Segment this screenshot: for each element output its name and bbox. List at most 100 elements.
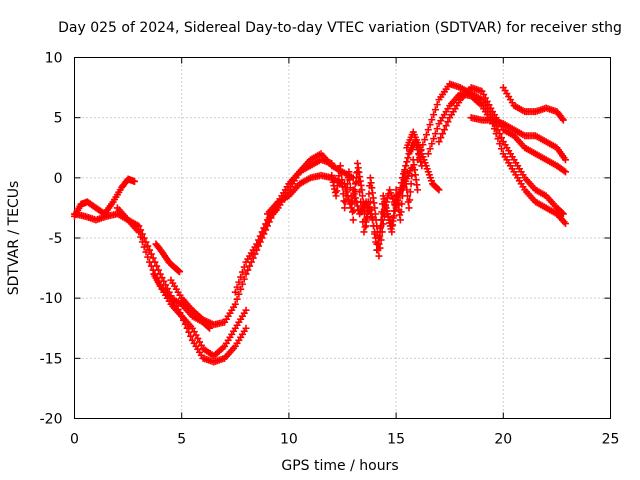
- x-tick-label: 10: [280, 432, 298, 448]
- data-point: [437, 134, 445, 142]
- data-point: [414, 156, 422, 164]
- data-point: [360, 228, 368, 236]
- data-point: [231, 300, 239, 308]
- data-point: [176, 268, 184, 276]
- x-tick-label: 0: [70, 432, 79, 448]
- data-point: [131, 177, 139, 185]
- data-point: [244, 266, 252, 274]
- data-series: [467, 114, 569, 164]
- data-point: [414, 186, 422, 194]
- data-point: [362, 218, 370, 226]
- chart-title: Day 025 of 2024, Sidereal Day-to-day VTE…: [58, 20, 622, 36]
- data-point: [561, 220, 569, 228]
- data-series: [435, 84, 569, 176]
- data-point: [187, 332, 195, 340]
- data-point: [434, 185, 442, 193]
- data-point: [559, 116, 567, 124]
- data-point: [439, 130, 447, 138]
- data-point: [147, 250, 155, 258]
- data-point: [233, 283, 241, 291]
- data-point: [361, 223, 369, 231]
- data-point: [338, 176, 346, 184]
- data-point: [433, 101, 441, 109]
- data-point: [137, 233, 145, 241]
- data-point: [405, 204, 413, 212]
- data-point: [255, 236, 263, 244]
- data-point: [397, 208, 405, 216]
- y-tick-label: 10: [45, 51, 63, 67]
- data-point: [240, 263, 248, 271]
- x-tick-label: 5: [177, 432, 186, 448]
- data-point: [391, 207, 399, 215]
- data-point: [444, 118, 452, 126]
- data-point: [422, 131, 430, 139]
- data-point: [262, 220, 270, 228]
- data-point: [435, 138, 443, 146]
- data-point: [404, 154, 412, 162]
- data-point: [404, 192, 412, 200]
- y-tick-label: 0: [54, 171, 63, 187]
- axis-ticks: [74, 57, 611, 419]
- data-point: [382, 198, 390, 206]
- data-point: [398, 200, 406, 208]
- data-point: [356, 188, 364, 196]
- data-point: [428, 140, 436, 148]
- data-point: [242, 324, 250, 332]
- data-point: [426, 145, 434, 153]
- x-tick-label: 25: [602, 432, 620, 448]
- data-point: [238, 280, 246, 288]
- data-point: [160, 277, 168, 285]
- data-point: [238, 268, 246, 276]
- data-point: [379, 220, 387, 228]
- data-point: [492, 130, 500, 138]
- data-point: [372, 234, 380, 242]
- y-tick-label: 5: [54, 111, 63, 127]
- data-point: [378, 228, 386, 236]
- data-point: [340, 197, 348, 205]
- data-point: [424, 126, 432, 134]
- data-point: [430, 111, 438, 119]
- data-point: [341, 180, 349, 188]
- y-axis-label: SDTVAR / TECUs: [6, 181, 22, 296]
- data-series: [499, 84, 567, 124]
- data-point: [246, 262, 254, 270]
- data-point: [406, 188, 414, 196]
- data-point: [370, 222, 378, 230]
- data-point: [442, 122, 450, 130]
- data-point: [349, 216, 357, 224]
- data-point: [440, 126, 448, 134]
- data-point: [233, 295, 241, 303]
- data-point: [147, 262, 155, 270]
- data-point: [337, 169, 345, 177]
- data-point: [494, 135, 502, 143]
- data-point: [142, 248, 150, 256]
- x-tick-label: 20: [494, 432, 512, 448]
- data-series: [71, 175, 139, 220]
- data-point: [435, 186, 443, 194]
- data-point: [149, 254, 157, 262]
- data-point: [496, 140, 504, 148]
- data-point: [135, 228, 143, 236]
- data-point: [559, 210, 567, 218]
- data-point: [407, 164, 415, 172]
- data-point: [260, 224, 268, 232]
- data-point: [336, 162, 344, 170]
- data-point: [253, 240, 261, 248]
- data-point: [498, 134, 506, 142]
- data-point: [347, 204, 355, 212]
- data-point: [345, 168, 353, 176]
- y-tick-label: -20: [40, 412, 63, 428]
- data-point: [235, 290, 243, 298]
- data-point: [354, 202, 362, 210]
- data-point: [352, 198, 360, 206]
- data-point: [424, 150, 432, 158]
- data-point: [144, 242, 152, 250]
- data-point: [237, 285, 245, 293]
- data-point: [561, 168, 569, 176]
- x-tick-labels: 0 5 10 15 20 25: [70, 432, 619, 448]
- data-series: [152, 240, 184, 276]
- data-point: [352, 174, 360, 182]
- data-point: [240, 275, 248, 283]
- data-point: [146, 246, 154, 254]
